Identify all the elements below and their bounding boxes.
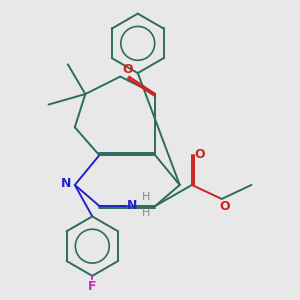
Text: O: O: [194, 148, 205, 161]
Text: H: H: [142, 192, 151, 202]
Text: H: H: [142, 208, 151, 218]
Text: F: F: [88, 280, 97, 293]
Text: O: O: [122, 63, 133, 76]
Text: N: N: [61, 177, 71, 190]
Text: O: O: [220, 200, 230, 213]
Text: N: N: [127, 199, 138, 212]
